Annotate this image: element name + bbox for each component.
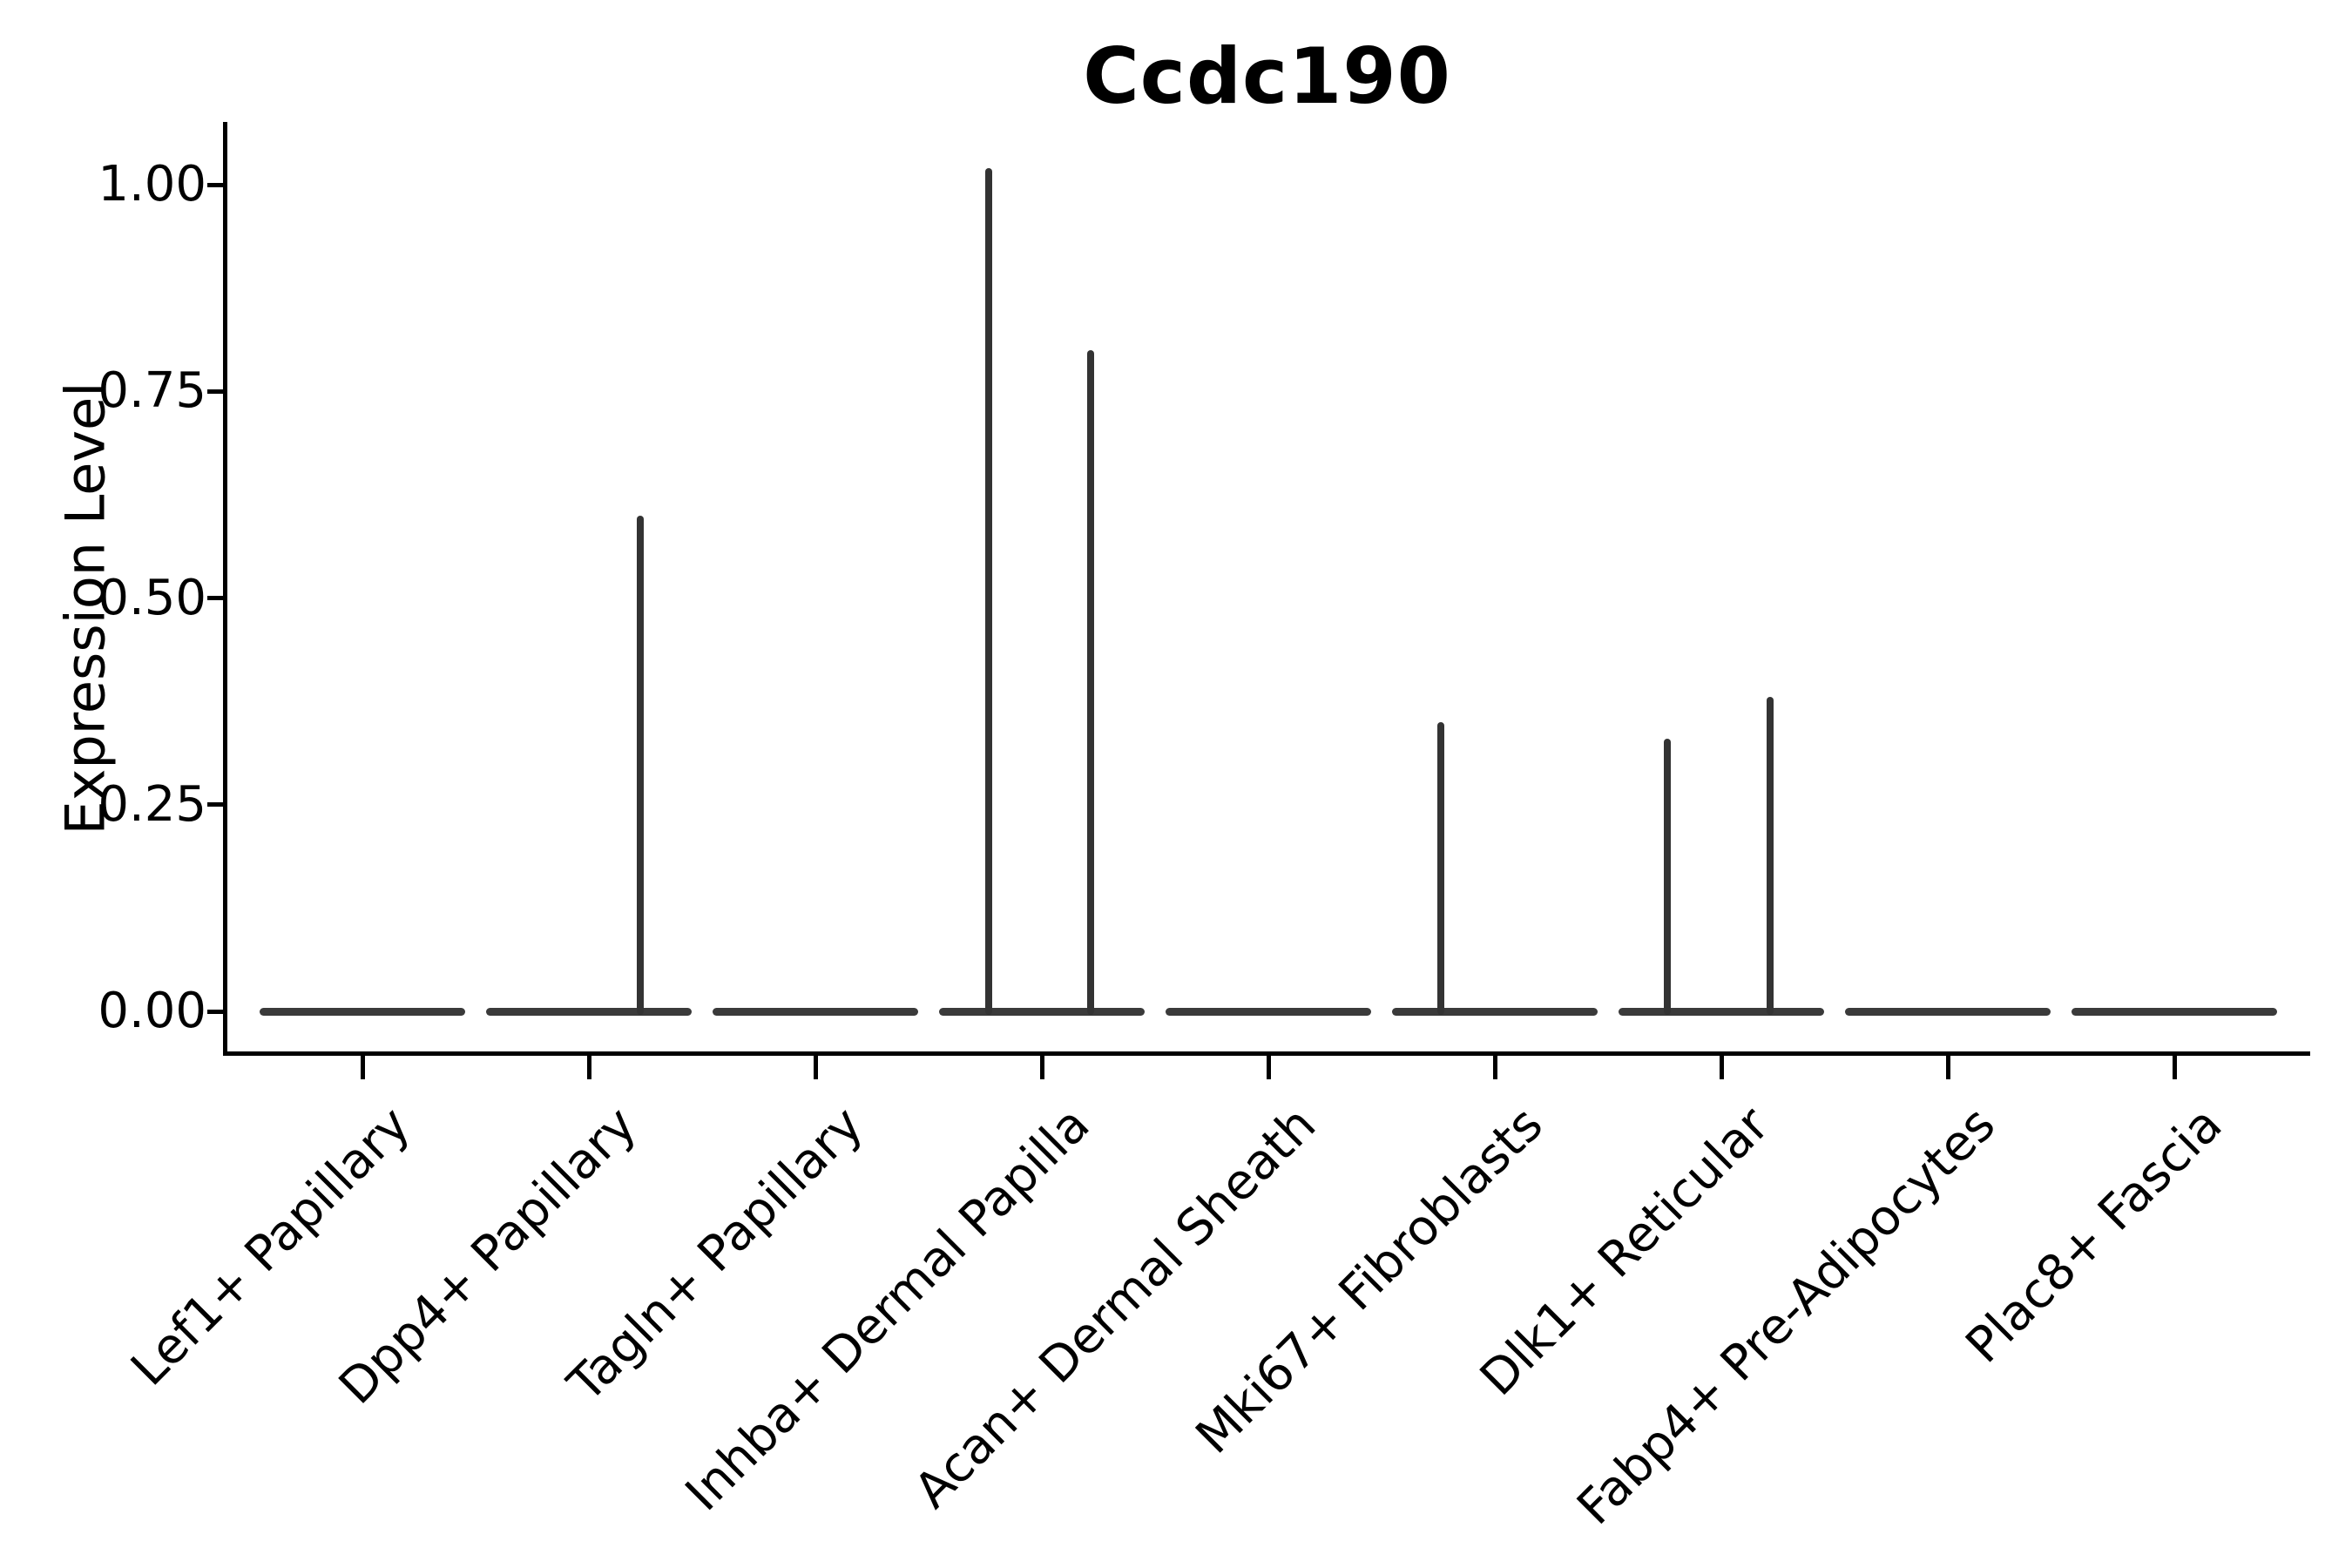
x-tick-label: Fabp4+ Pre-Adipocytes <box>1566 1096 2007 1537</box>
violin-baseline <box>2072 1007 2277 1016</box>
y-tick <box>207 182 224 187</box>
y-tick-label: 0.75 <box>98 362 206 420</box>
x-tick <box>813 1056 818 1079</box>
y-axis-spine <box>223 122 227 1056</box>
violin-baseline <box>713 1007 918 1016</box>
x-tick <box>1945 1056 1950 1079</box>
violin-spike <box>637 515 645 1015</box>
y-tick-label: 0.00 <box>98 983 206 1039</box>
y-tick-label: 0.50 <box>98 569 206 626</box>
y-tick <box>207 1009 224 1014</box>
x-tick <box>360 1056 365 1079</box>
chart-title: Ccdc190 <box>1083 31 1451 121</box>
violin-spike <box>1664 738 1672 1015</box>
violin-spike <box>1086 349 1094 1015</box>
violin-baseline <box>1166 1007 1371 1016</box>
violin-baseline <box>1619 1007 1824 1016</box>
violin-spike <box>1437 721 1445 1015</box>
violin-baseline <box>1392 1007 1598 1016</box>
x-tick <box>1266 1056 1271 1079</box>
y-tick <box>207 389 224 394</box>
y-tick <box>207 596 224 600</box>
violin-baseline <box>1845 1007 2051 1016</box>
x-tick <box>2172 1056 2177 1079</box>
violin-baseline <box>486 1007 692 1016</box>
x-axis-spine <box>223 1051 2310 1056</box>
violin-spike <box>984 168 992 1015</box>
x-tick-label: Acan+ Dermal Sheath <box>903 1096 1328 1520</box>
y-tick-label: 0.25 <box>98 775 206 833</box>
y-tick <box>207 802 224 808</box>
x-tick <box>1039 1056 1044 1079</box>
y-tick-label: 1.00 <box>98 156 206 213</box>
x-tick <box>1719 1056 1724 1079</box>
violin-baseline <box>939 1007 1145 1016</box>
violin-baseline <box>260 1007 465 1016</box>
x-tick <box>1492 1056 1497 1079</box>
x-tick-label: Inhba+ Dermal Papilla <box>674 1096 1101 1523</box>
violin-spike <box>1766 697 1774 1015</box>
x-tick <box>586 1056 591 1079</box>
